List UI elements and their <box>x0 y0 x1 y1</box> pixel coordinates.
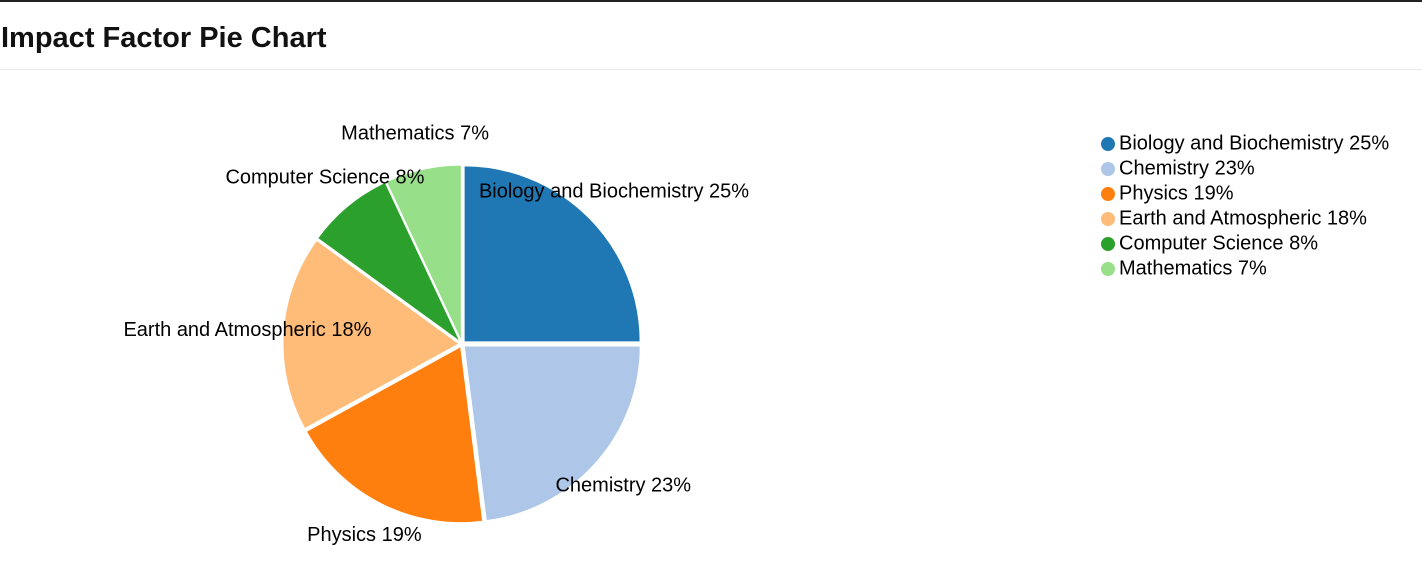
slice-label-earth-and-atmospheric: Earth and Atmospheric 18% <box>123 319 371 341</box>
pie-slices <box>282 164 641 524</box>
pie-slice-labels: Biology and Biochemistry 25% Chemistry 23… <box>123 122 749 545</box>
slice-label-computer-science: Computer Science 8% <box>225 167 424 189</box>
legend-label-mathematics[interactable]: Mathematics 7% <box>1119 257 1267 279</box>
legend-marker-earth-and-atmospheric <box>1101 212 1115 226</box>
legend-label-physics[interactable]: Physics 19% <box>1119 182 1234 204</box>
legend-label-computer-science[interactable]: Computer Science 8% <box>1119 232 1318 254</box>
pie-slice-biology-and-biochemistry[interactable] <box>463 165 641 343</box>
legend-marker-biology-and-biochemistry <box>1101 137 1115 151</box>
legend-label-biology-and-biochemistry[interactable]: Biology and Biochemistry 25% <box>1119 132 1389 154</box>
legend-marker-computer-science <box>1101 237 1115 251</box>
legend-marker-chemistry <box>1101 162 1115 176</box>
legend-label-chemistry[interactable]: Chemistry 23% <box>1119 157 1255 179</box>
slice-label-mathematics: Mathematics 7% <box>341 122 489 144</box>
slice-label-biology-and-biochemistry: Biology and Biochemistry 25% <box>479 180 749 202</box>
slice-label-physics: Physics 19% <box>307 524 422 546</box>
pie-slice-mathematics[interactable] <box>385 164 462 342</box>
top-rule <box>0 0 1422 2</box>
legend-marker-physics <box>1101 187 1115 201</box>
header: Impact Factor Pie Chart <box>0 2 1422 70</box>
pie-slice-computer-science[interactable] <box>317 181 461 343</box>
legend-label-earth-and-atmospheric[interactable]: Earth and Atmospheric 18% <box>1119 207 1367 229</box>
legend: Biology and Biochemistry 25% Chemistry 23… <box>1101 132 1389 279</box>
page-title: Impact Factor Pie Chart <box>1 22 327 54</box>
legend-marker-mathematics <box>1101 262 1115 276</box>
pie-slice-chemistry[interactable] <box>463 345 641 522</box>
slice-label-chemistry: Chemistry 23% <box>555 474 691 496</box>
pie-slice-physics[interactable] <box>305 345 484 524</box>
pie-slice-earth-and-atmospheric[interactable] <box>282 239 460 430</box>
